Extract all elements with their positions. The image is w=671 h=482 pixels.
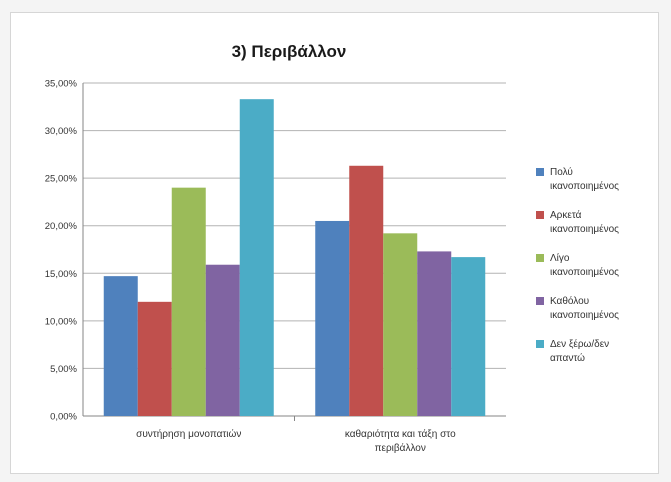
y-tick-label: 10,00% xyxy=(45,316,78,327)
bar xyxy=(103,276,138,416)
y-tick-label: 15,00% xyxy=(45,269,78,280)
chart-title: 3) Περιβάλλον xyxy=(232,42,347,61)
legend-label: απαντώ xyxy=(550,352,585,364)
bar xyxy=(205,264,240,416)
bars xyxy=(103,99,486,416)
bar xyxy=(383,233,418,416)
legend-label: ικανοποιημένος xyxy=(550,180,619,192)
legend-label: Δεν ξέρω/δεν xyxy=(550,338,609,350)
legend-label: ικανοποιημένος xyxy=(550,266,619,278)
bar xyxy=(315,220,350,416)
legend-label: Πολύ xyxy=(550,166,573,178)
legend-label: Καθόλου xyxy=(550,295,589,307)
bar xyxy=(417,251,452,416)
category-label: καθαριότητα και τάξη στο xyxy=(345,428,456,440)
category-labels: συντήρηση μονοπατιών καθαριότητα και τάξη… xyxy=(136,428,456,454)
legend-label: ικανοποιημένος xyxy=(550,223,619,235)
y-tick-label: 35,00% xyxy=(45,79,78,90)
bar-chart: 3) Περιβάλλον 0,00% 5,00% 10,00% 15,00% 20,0… xyxy=(45,42,619,454)
bar xyxy=(239,99,274,416)
chart-frame: 3) Περιβάλλον 0,00% 5,00% 10,00% 15,00% 20,0… xyxy=(10,12,659,474)
legend-swatch xyxy=(536,254,544,262)
bar xyxy=(171,187,206,416)
category-label: συντήρηση μονοπατιών xyxy=(136,428,241,440)
legend: Πολύ ικανοποιημένος Αρκετά ικανοποιημένος Λί… xyxy=(536,166,619,364)
bar xyxy=(451,257,486,416)
legend-swatch xyxy=(536,297,544,305)
legend-swatch xyxy=(536,211,544,219)
legend-label: Αρκετά xyxy=(550,209,582,221)
legend-swatch xyxy=(536,340,544,348)
y-tick-label: 30,00% xyxy=(45,126,78,137)
y-tick-label: 5,00% xyxy=(50,364,77,375)
y-tick-label: 0,00% xyxy=(50,412,77,423)
bar xyxy=(137,301,172,416)
legend-swatch xyxy=(536,168,544,176)
legend-label: Λίγο xyxy=(550,252,570,264)
category-label: περιβάλλον xyxy=(375,442,426,454)
legend-label: ικανοποιημένος xyxy=(550,309,619,321)
y-tick-label: 20,00% xyxy=(45,221,78,232)
bar xyxy=(349,165,384,416)
y-tick-label: 25,00% xyxy=(45,174,78,185)
